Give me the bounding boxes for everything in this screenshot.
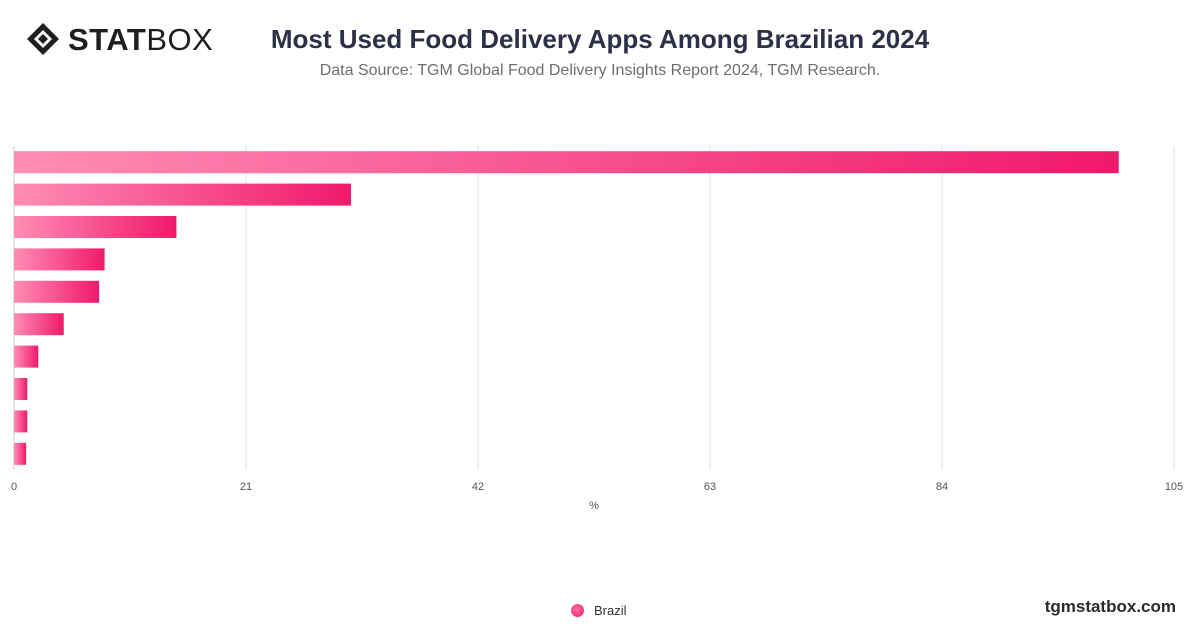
bar-8[interactable] bbox=[14, 410, 28, 433]
x-tick-label-0: 0 bbox=[11, 481, 17, 493]
bar-1[interactable] bbox=[14, 183, 351, 206]
legend[interactable]: Brazil bbox=[571, 603, 627, 618]
bar-9[interactable] bbox=[14, 442, 27, 465]
x-tick-label-3: 63 bbox=[704, 481, 716, 493]
logo-text-bold: STAT bbox=[68, 21, 147, 57]
x-tick-label-2: 42 bbox=[472, 481, 484, 493]
bar-6[interactable] bbox=[14, 345, 39, 368]
chart-subtitle: Data Source: TGM Global Food Delivery In… bbox=[319, 62, 881, 79]
bar-2[interactable] bbox=[14, 216, 177, 238]
statbox-diamond-icon bbox=[27, 23, 59, 55]
bar-4[interactable] bbox=[14, 280, 100, 303]
logo-text: STATBOX bbox=[68, 24, 213, 55]
x-axis-label: % bbox=[589, 500, 599, 512]
legend-marker-icon bbox=[571, 604, 584, 617]
legend-label-brazil: Brazil bbox=[594, 603, 627, 618]
logo-text-light: BOX bbox=[146, 21, 214, 57]
footer-brand: tgmstatbox.com bbox=[1044, 597, 1176, 616]
statbox-logo: STATBOX bbox=[26, 22, 213, 56]
bar-3[interactable] bbox=[14, 248, 105, 271]
x-tick-label-1: 21 bbox=[240, 481, 252, 493]
chart-title: Most Used Food Delivery Apps Among Brazi… bbox=[270, 24, 930, 54]
x-tick-label-4: 84 bbox=[936, 481, 948, 493]
bar-0[interactable] bbox=[14, 151, 1119, 174]
bar-5[interactable] bbox=[14, 313, 64, 336]
x-tick-label-5: 105 bbox=[1165, 481, 1183, 493]
bar-7[interactable] bbox=[14, 378, 28, 400]
